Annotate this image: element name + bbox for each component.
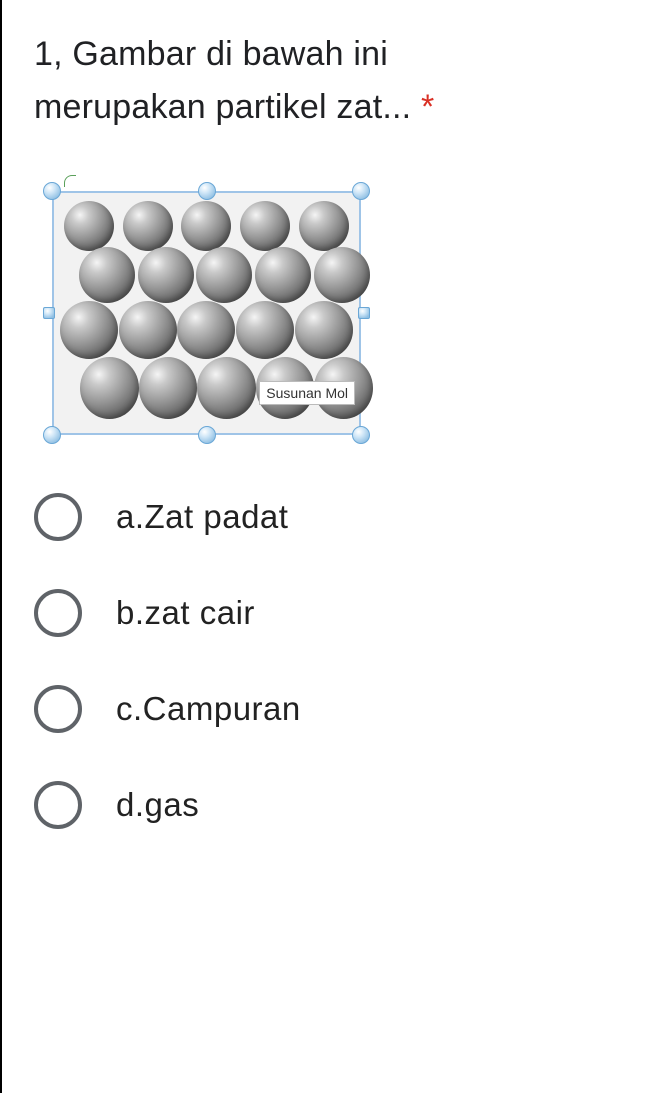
particle-ball (255, 247, 311, 303)
particle-ball (139, 357, 198, 419)
particle-ball (314, 247, 370, 303)
resize-handle-bottom-left-icon (43, 426, 61, 444)
particle-ball (177, 301, 235, 359)
option-label: a.Zat padat (116, 498, 288, 536)
particle-ball (60, 301, 118, 359)
resize-handle-top-right-icon (352, 182, 370, 200)
particle-ball (196, 247, 252, 303)
answer-option-c[interactable]: c.Campuran (34, 685, 622, 733)
question-prompt: 1, Gambar di bawah ini merupakan partike… (34, 28, 622, 133)
radio-button-icon[interactable] (34, 781, 82, 829)
particle-ball (236, 301, 294, 359)
particle-ball (123, 201, 173, 251)
option-label: b.zat cair (116, 594, 255, 632)
particle-row (60, 301, 353, 359)
particle-row (60, 201, 353, 251)
radio-button-icon[interactable] (34, 685, 82, 733)
resize-handle-top-icon (198, 182, 216, 200)
answer-options: a.Zat padat b.zat cair c.Campuran d.gas (34, 493, 622, 829)
resize-handle-bottom-icon (198, 426, 216, 444)
particle-ball (299, 201, 349, 251)
option-label: c.Campuran (116, 690, 301, 728)
particle-ball (119, 301, 177, 359)
particle-diagram: Susunan Mol (34, 173, 379, 453)
resize-handle-bottom-right-icon (352, 426, 370, 444)
option-label: d.gas (116, 786, 199, 824)
particle-ball (80, 357, 139, 419)
particle-ball (240, 201, 290, 251)
answer-option-b[interactable]: b.zat cair (34, 589, 622, 637)
diagram-tooltip: Susunan Mol (259, 381, 355, 405)
resize-handle-left-icon (43, 307, 55, 319)
prompt-line-1: 1, Gambar di bawah ini (34, 35, 388, 73)
prompt-line-2: merupakan partikel zat... (34, 88, 411, 126)
particle-ball (64, 201, 114, 251)
particle-ball (181, 201, 231, 251)
radio-button-icon[interactable] (34, 589, 82, 637)
answer-option-a[interactable]: a.Zat padat (34, 493, 622, 541)
particle-ball (295, 301, 353, 359)
particle-ball (197, 357, 256, 419)
particle-ball (79, 247, 135, 303)
answer-option-d[interactable]: d.gas (34, 781, 622, 829)
rotation-handle-icon (64, 175, 76, 187)
particle-row (78, 247, 371, 303)
particle-ball (138, 247, 194, 303)
resize-handle-right-icon (358, 307, 370, 319)
radio-button-icon[interactable] (34, 493, 82, 541)
required-asterisk: * (421, 88, 434, 126)
